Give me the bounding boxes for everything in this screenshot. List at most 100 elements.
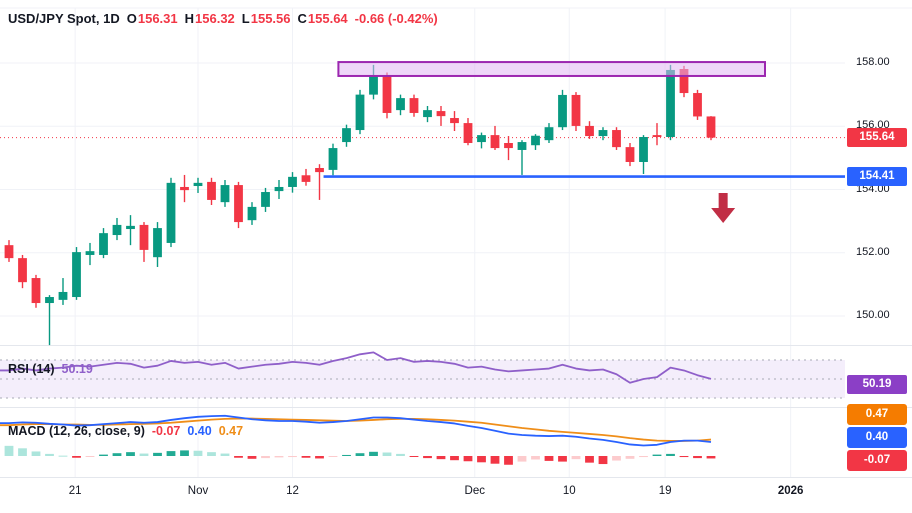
macd-hist-bar — [612, 456, 621, 461]
macd-hist-bar — [112, 453, 122, 456]
candle-body — [652, 135, 662, 138]
macd-hist-bar — [409, 456, 419, 457]
rsi-legend: RSI (14) 50.19 — [8, 362, 93, 376]
candle-body — [693, 93, 702, 117]
time-tick-label: Nov — [187, 485, 209, 497]
macd-hist-badge: -0.07 — [847, 450, 907, 471]
macd-hist-bar — [463, 456, 473, 462]
macd-label[interactable]: MACD (12, 26, close, 9) — [8, 424, 145, 438]
candle-body — [85, 251, 95, 255]
time-tick-label: 12 — [286, 485, 299, 497]
candle-body — [706, 116, 716, 138]
candle-body — [261, 192, 270, 207]
macd-hist-bar — [315, 456, 324, 459]
macd-hist-bar — [234, 456, 243, 458]
macd-hist-bar — [531, 456, 540, 460]
macd-hist-value: -0.07 — [151, 424, 181, 438]
macd-hist-bar — [382, 452, 392, 456]
candle-body — [571, 94, 581, 126]
macd-hist-bar — [85, 456, 95, 457]
macd-hist-bar — [679, 456, 689, 458]
last-price-badge: 155.64 — [847, 128, 907, 147]
macd-hist-bar — [193, 450, 203, 456]
candle-body — [396, 98, 405, 111]
support-level-badge: 154.41 — [847, 167, 907, 186]
candle-body — [558, 94, 567, 128]
macd-hist-bar — [706, 456, 716, 459]
macd-hist-bar — [207, 452, 216, 456]
macd-line-badge: 0.40 — [847, 427, 907, 448]
macd-signal-value: 0.47 — [218, 424, 244, 438]
candle-body — [463, 123, 473, 144]
down-arrow — [711, 192, 736, 224]
macd-signal-badge: 0.47 — [847, 404, 907, 425]
candle-body — [207, 181, 216, 200]
macd-hist-bar — [342, 454, 351, 456]
resistance-box — [337, 61, 766, 77]
candle-body — [679, 69, 689, 94]
macd-hist-bar — [180, 450, 189, 456]
macd-hist-bar — [301, 456, 311, 458]
candle-body — [234, 185, 243, 223]
candle-body — [247, 206, 257, 221]
candle-body — [126, 225, 135, 230]
macd-hist-bar — [504, 456, 513, 465]
macd-hist-bar — [126, 452, 135, 456]
candle-body — [531, 135, 540, 146]
time-tick-label: 19 — [658, 485, 672, 497]
price-tick-label: 158.00 — [856, 56, 890, 68]
symbol-title[interactable]: USD/JPY Spot, 1D — [8, 11, 120, 26]
rsi-label[interactable]: RSI (14) — [8, 362, 55, 376]
macd-hist-bar — [436, 456, 446, 460]
macd-hist-bar — [72, 456, 81, 458]
macd-hist-bar — [31, 451, 41, 456]
candle-body — [193, 182, 203, 187]
change-text: -0.66 (-0.42%) — [354, 11, 438, 26]
candle-body — [18, 258, 27, 283]
candle-body — [423, 110, 432, 118]
macd-hist-bar — [652, 454, 662, 456]
time-tick-label: 10 — [562, 485, 576, 497]
candle-body — [342, 128, 351, 143]
ohlc-low: L155.56 — [241, 11, 291, 26]
time-scale[interactable]: 21 Nov 12 Dec 10 19 2026 — [0, 485, 912, 501]
candle-body — [625, 147, 635, 162]
candle-body — [544, 127, 554, 141]
candle-body — [436, 111, 446, 117]
ohlc-open: O156.31 — [126, 11, 178, 26]
candle-body — [180, 186, 189, 191]
candle-body — [666, 69, 675, 138]
macd-hist-bar — [18, 448, 27, 456]
macd-hist-bar — [153, 452, 162, 456]
candle-body — [301, 175, 311, 182]
candle-body — [139, 224, 149, 250]
macd-hist-bar — [625, 456, 635, 459]
macd-hist-bar — [585, 456, 594, 463]
macd-hist-bar — [4, 445, 14, 456]
price-tick-label: 150.00 — [856, 309, 890, 321]
candle-body — [598, 130, 608, 137]
ohlc-close: C155.64 — [297, 11, 348, 26]
symbol-legend: USD/JPY Spot, 1D O156.31 H156.32 L155.56… — [8, 11, 438, 26]
candle-body — [112, 224, 122, 236]
candle-body — [355, 94, 365, 131]
macd-hist-bar — [247, 456, 257, 459]
macd-hist-bar — [58, 455, 68, 457]
macd-line — [0, 414, 712, 447]
candle-body — [409, 98, 419, 113]
candle-body — [490, 135, 500, 149]
candle-body — [72, 252, 81, 298]
macd-hist-bar — [355, 453, 365, 456]
time-tick-label: Dec — [464, 485, 485, 497]
candle-body — [477, 135, 486, 143]
macd-hist-bar — [693, 456, 702, 459]
macd-hist-bar — [220, 453, 230, 456]
macd-hist-bar — [571, 456, 581, 460]
macd-hist-bar — [261, 456, 270, 459]
macd-hist-bar — [328, 456, 338, 457]
macd-hist-bar — [139, 453, 149, 456]
candle-body — [328, 148, 338, 170]
ohlc-high: H156.32 — [184, 11, 235, 26]
